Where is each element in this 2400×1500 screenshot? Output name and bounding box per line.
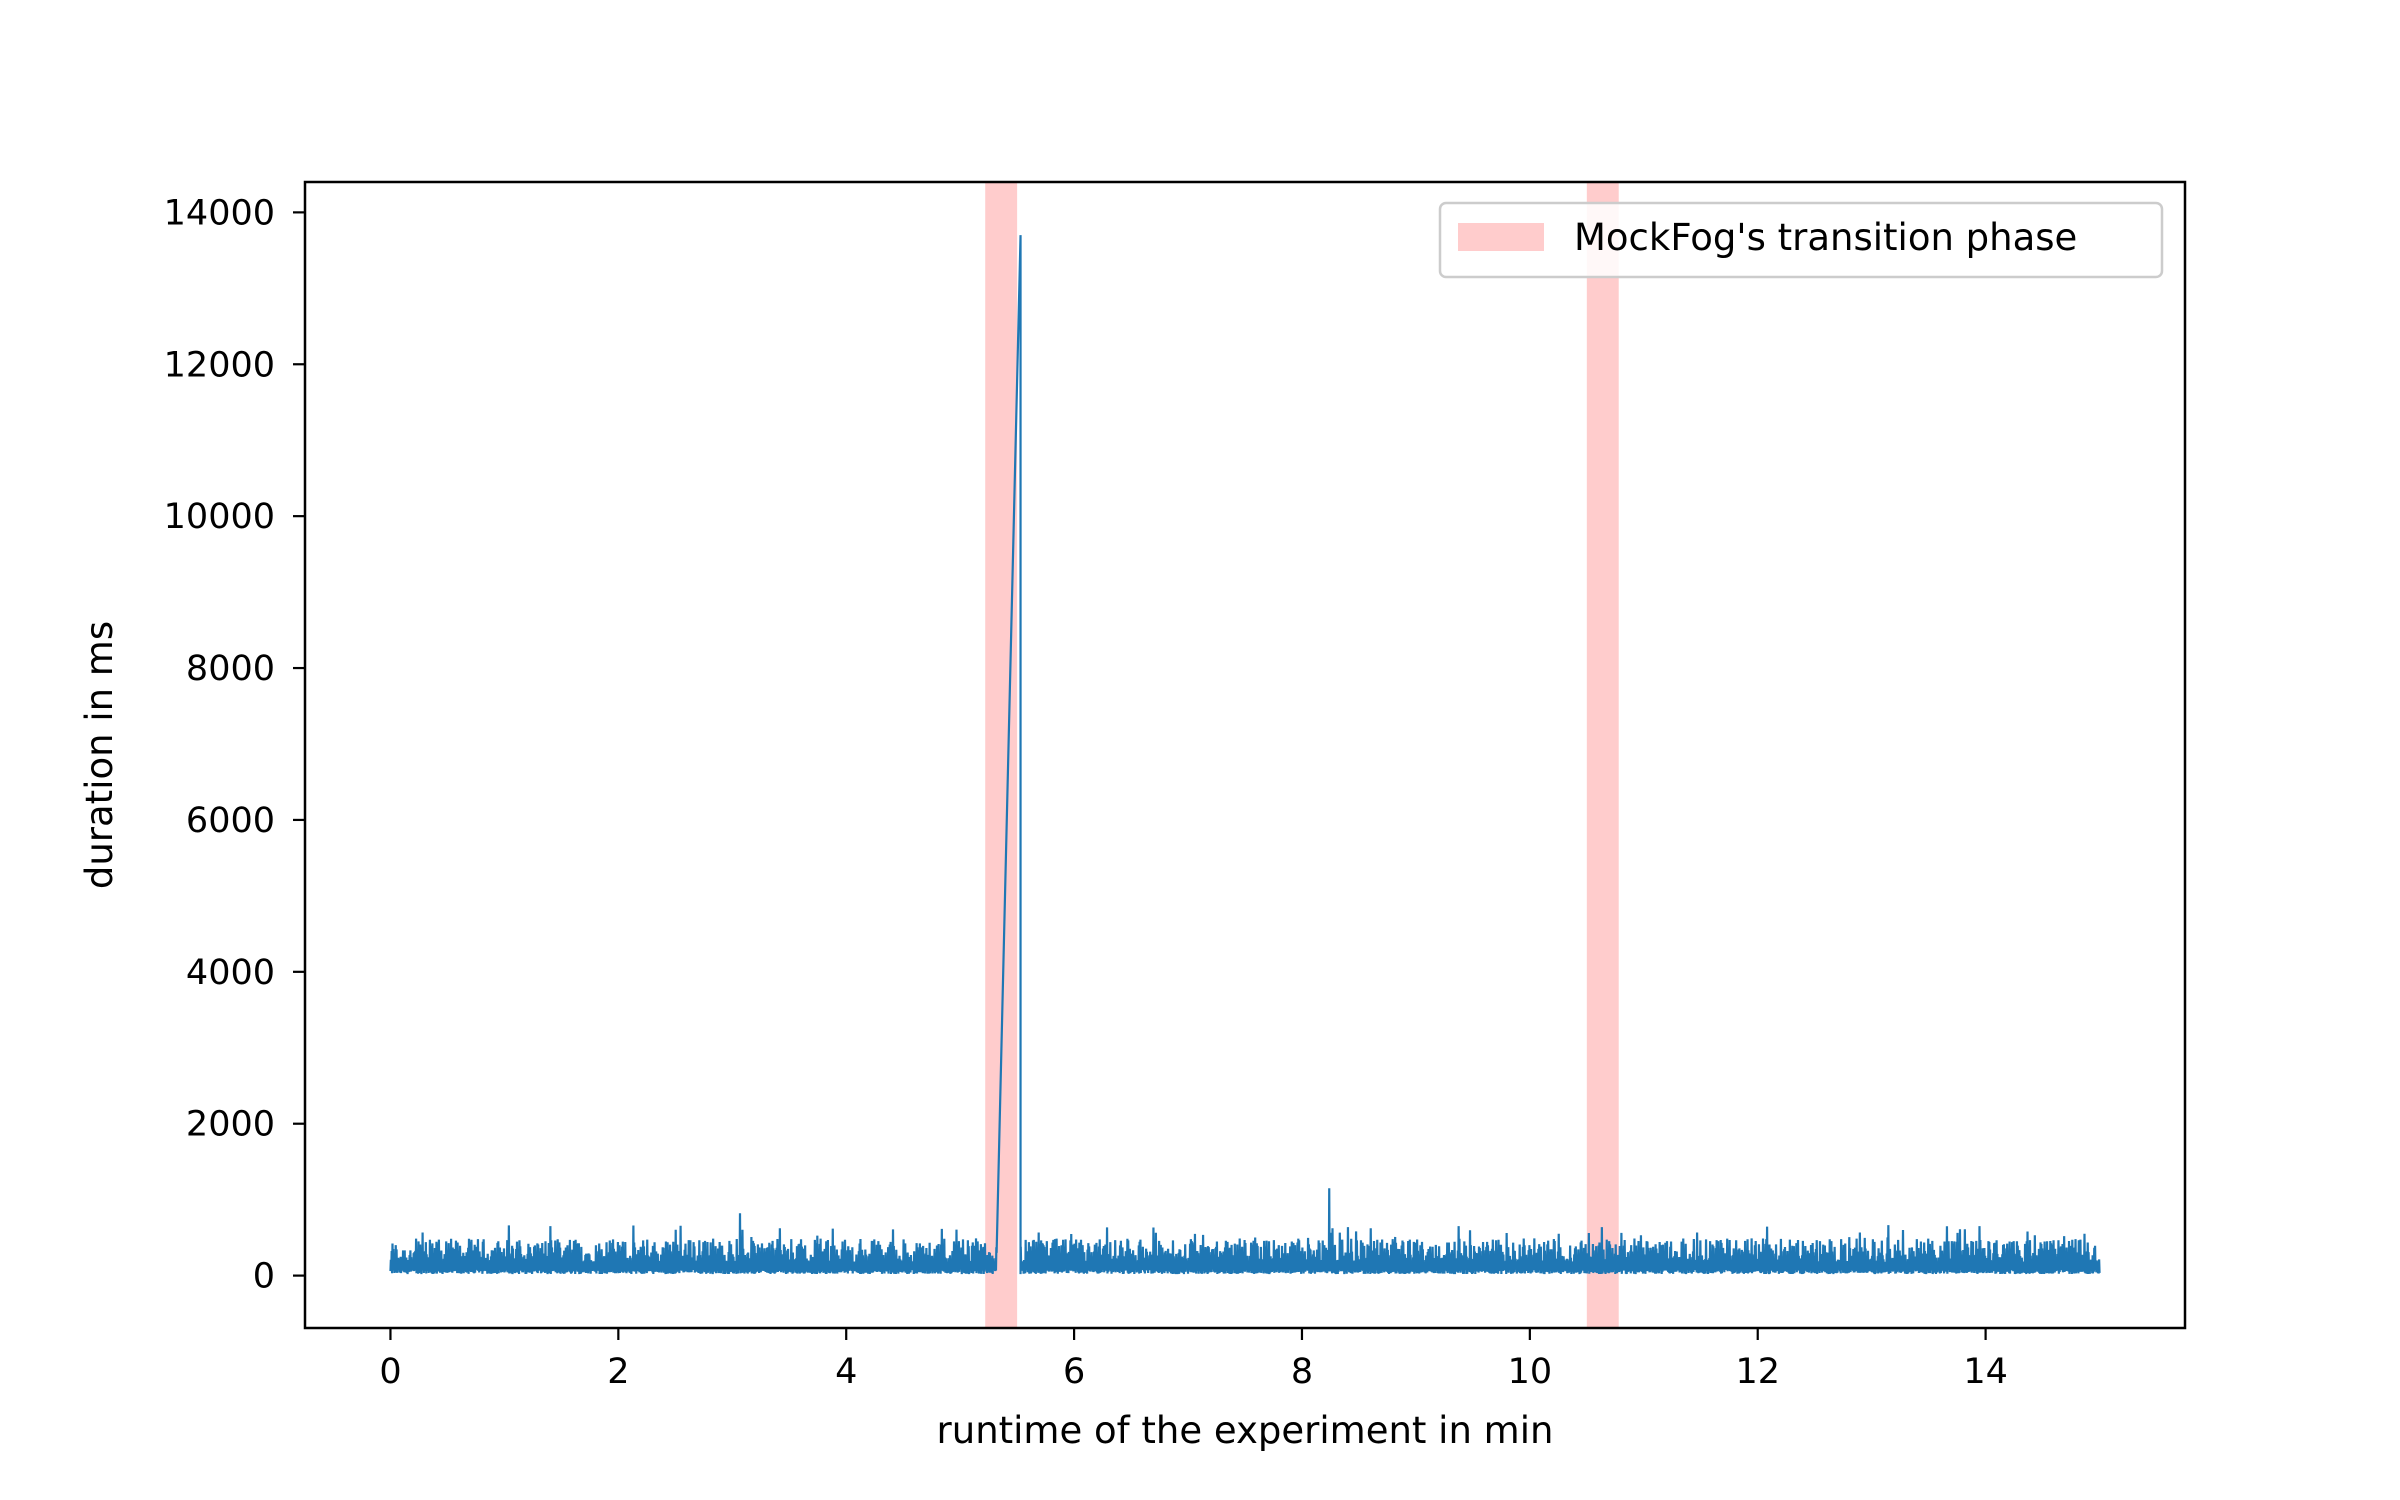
x-tick-label-6: 6 <box>1063 1352 1085 1392</box>
y-tick-label-4000: 4000 <box>186 953 275 993</box>
y-tick-label-2000: 2000 <box>186 1105 275 1145</box>
series-line <box>389 235 2101 1275</box>
y-axis-label: duration in ms <box>78 621 121 889</box>
y-tick-label-12000: 12000 <box>164 345 275 385</box>
x-tick-label-8: 8 <box>1291 1352 1313 1392</box>
transition-region-1 <box>985 182 1018 1328</box>
x-axis: 0 2 4 6 8 10 12 14 <box>379 1328 2008 1392</box>
x-tick-label-0: 0 <box>379 1352 401 1392</box>
x-tick-label-12: 12 <box>1735 1352 1780 1392</box>
y-tick-label-0: 0 <box>253 1257 275 1297</box>
y-tick-label-10000: 10000 <box>164 497 275 537</box>
transition-region-2 <box>1586 182 1619 1328</box>
x-tick-label-10: 10 <box>1508 1352 1553 1392</box>
shaded-regions <box>985 182 1619 1328</box>
plot-frame <box>303 180 2187 1330</box>
series-layer <box>389 235 2101 1275</box>
legend: MockFog's transition phase <box>1438 201 2164 279</box>
y-tick-label-8000: 8000 <box>186 649 275 689</box>
legend-swatch <box>1458 223 1544 251</box>
legend-label: MockFog's transition phase <box>1574 216 2077 259</box>
x-tick-label-14: 14 <box>1963 1352 2008 1392</box>
x-axis-label: runtime of the experiment in min <box>937 1409 1554 1452</box>
legend-box <box>1438 201 2164 279</box>
y-tick-label-6000: 6000 <box>186 801 275 841</box>
y-tick-label-14000: 14000 <box>164 193 275 233</box>
x-tick-label-2: 2 <box>607 1352 629 1392</box>
y-axis: 0 2000 4000 6000 8000 10000 12000 14000 <box>164 193 305 1297</box>
x-tick-label-4: 4 <box>835 1352 857 1392</box>
